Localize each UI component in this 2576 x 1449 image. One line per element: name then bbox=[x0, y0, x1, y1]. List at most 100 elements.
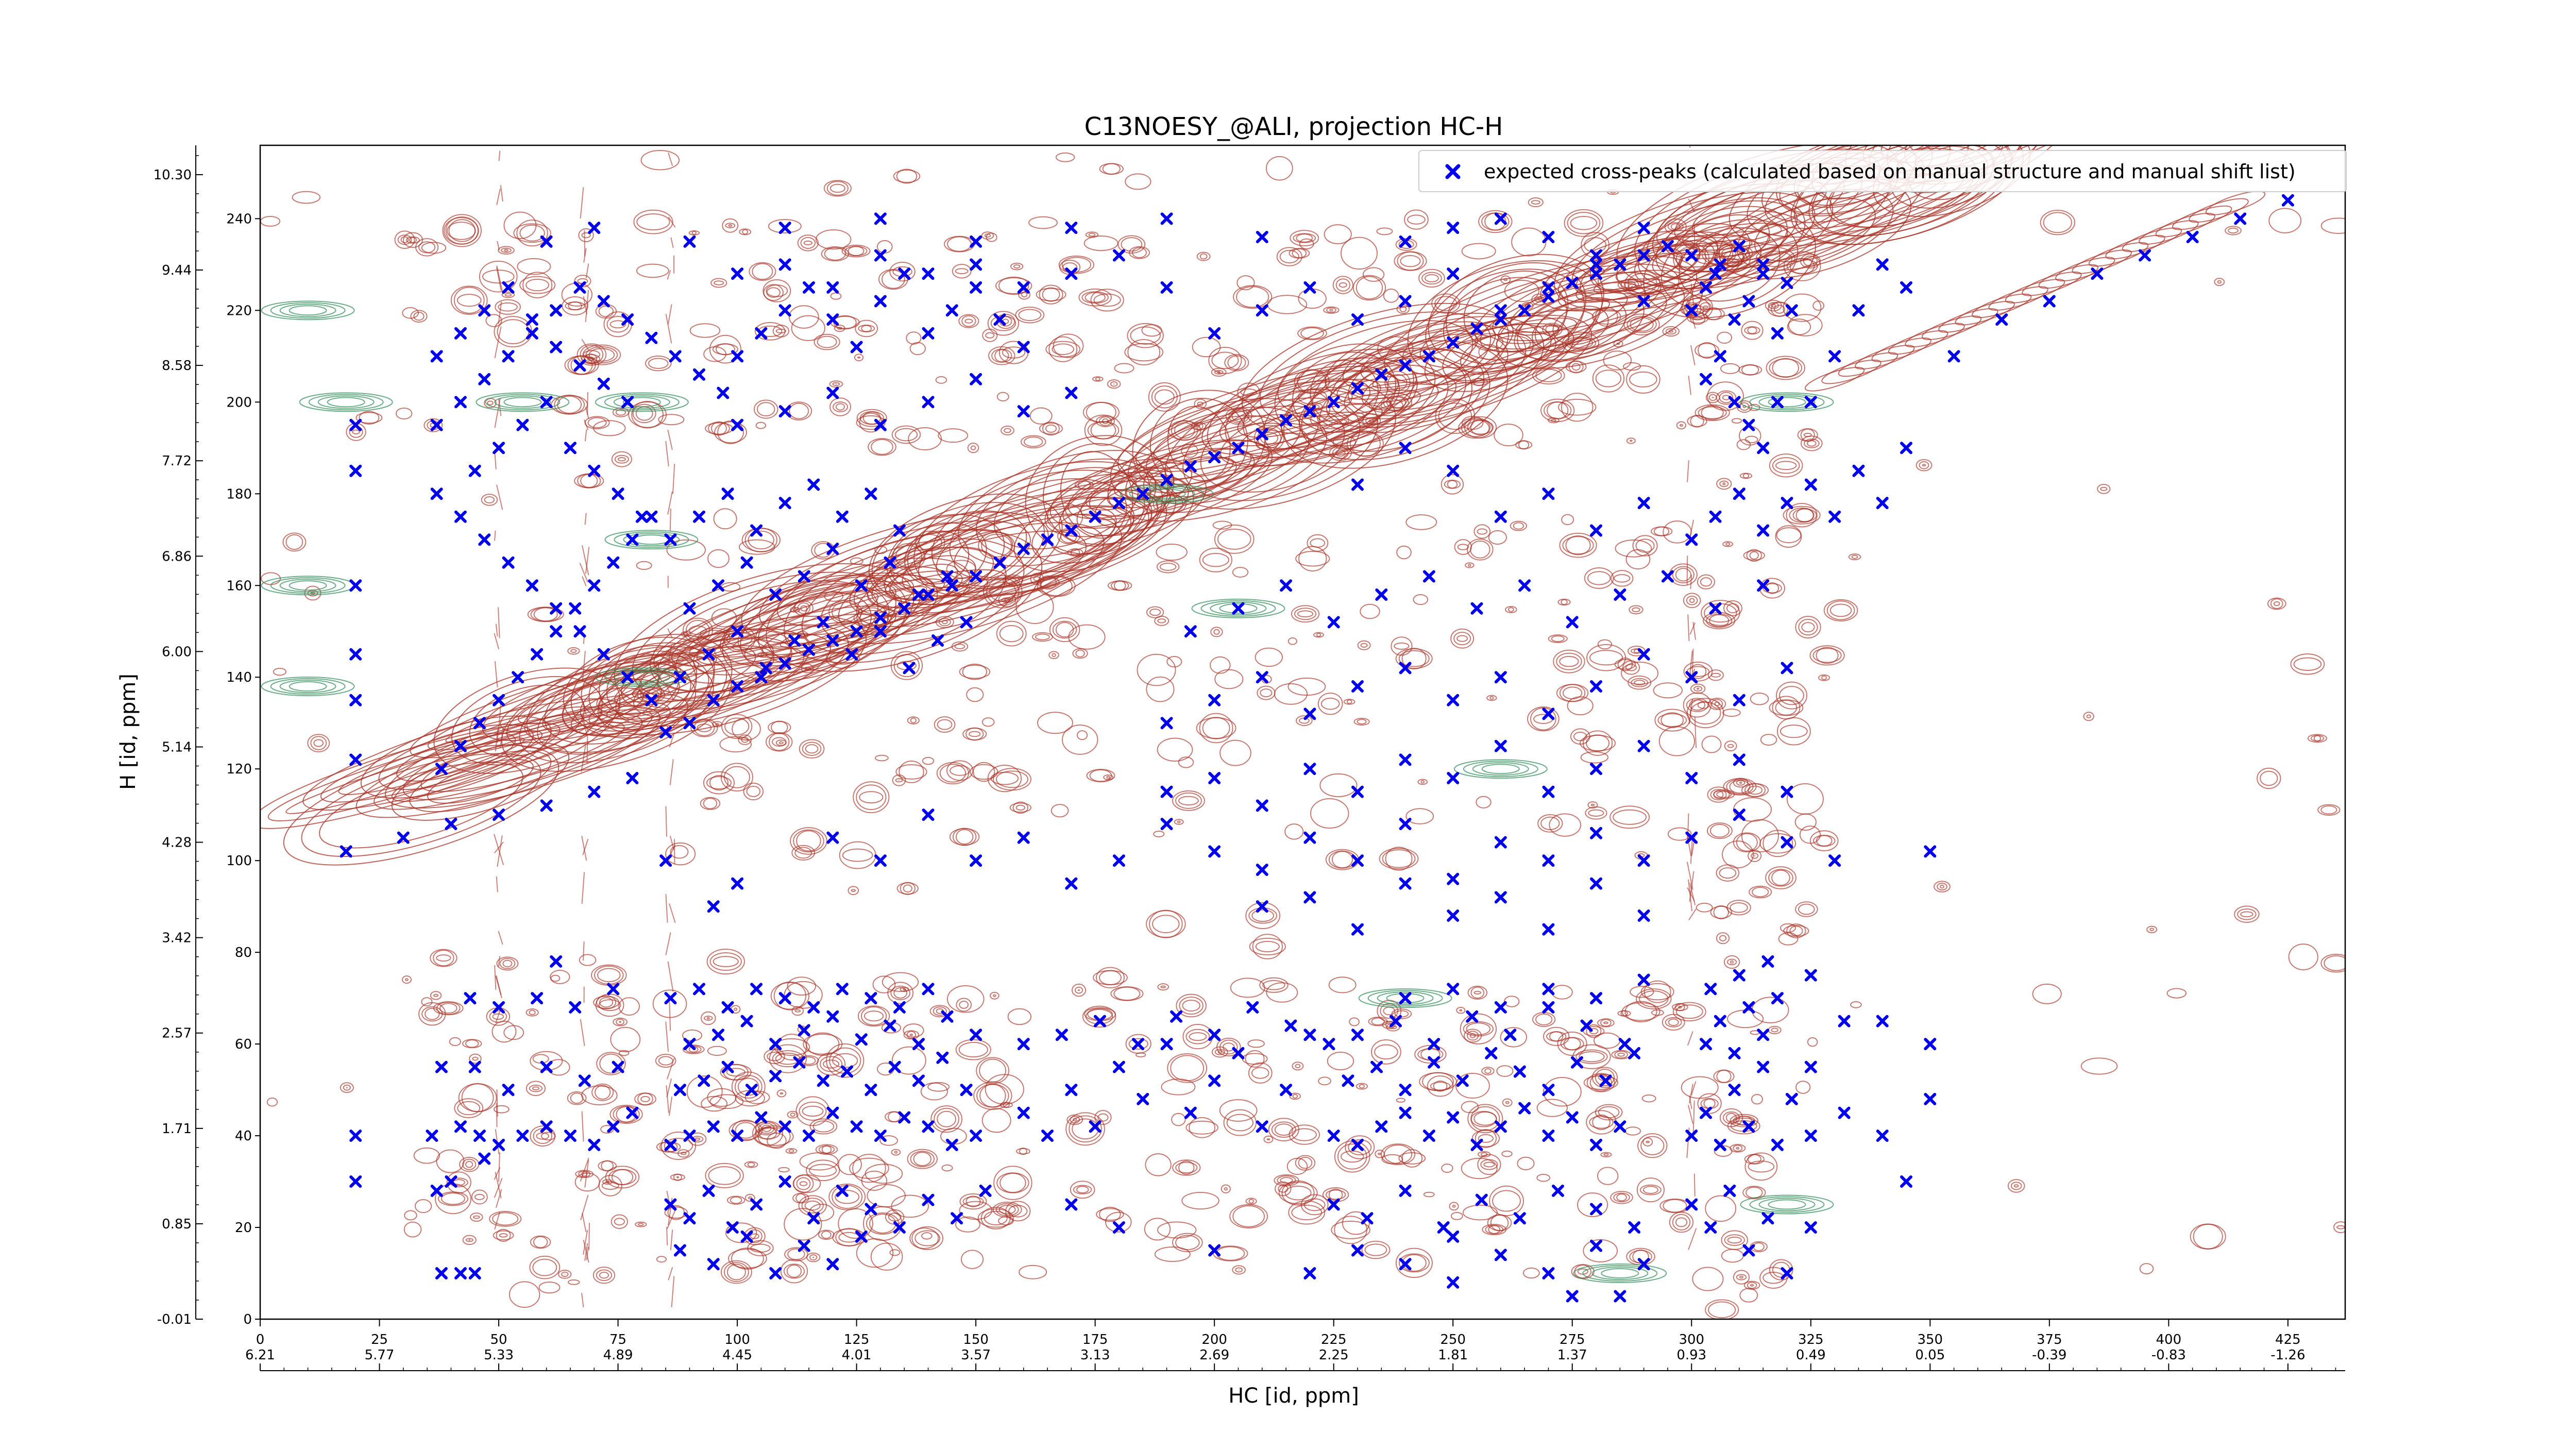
contour-line bbox=[1268, 1118, 1299, 1141]
contour-line bbox=[717, 420, 744, 444]
contour-line bbox=[980, 1206, 1011, 1229]
data-point bbox=[1757, 442, 1770, 454]
contour-line bbox=[1461, 416, 1484, 430]
data-point bbox=[502, 1084, 515, 1097]
contour-line bbox=[857, 356, 861, 359]
contour-line bbox=[1486, 695, 1497, 701]
contour-line bbox=[1726, 958, 1737, 966]
data-point bbox=[874, 249, 887, 262]
contour-line bbox=[1219, 1099, 1258, 1122]
contour-line bbox=[1360, 603, 1380, 619]
data-point bbox=[1399, 662, 1412, 675]
data-point bbox=[1494, 304, 1507, 317]
data-point bbox=[473, 717, 486, 730]
contour-line bbox=[421, 1006, 443, 1022]
contour-line bbox=[892, 543, 926, 571]
contour-line bbox=[1568, 360, 1584, 374]
contour-line bbox=[1381, 1143, 1416, 1166]
contour-line bbox=[1177, 820, 1181, 823]
contour-line bbox=[1634, 680, 1646, 686]
contour-line bbox=[645, 355, 672, 372]
contour-line-negative bbox=[299, 392, 393, 412]
data-point bbox=[1804, 1221, 1817, 1234]
contour-line-negative bbox=[270, 577, 346, 594]
data-point bbox=[349, 1130, 362, 1142]
contour-line bbox=[849, 1157, 889, 1179]
contour-line bbox=[993, 1166, 1032, 1200]
contour-line bbox=[762, 279, 791, 302]
contour-line bbox=[784, 1208, 822, 1241]
contour-line bbox=[2317, 804, 2341, 816]
data-point bbox=[493, 1138, 505, 1151]
data-point bbox=[435, 763, 448, 776]
y-secondary-tick-label: 7.72 bbox=[162, 453, 192, 469]
data-point bbox=[430, 1184, 443, 1197]
contour-line bbox=[1488, 1225, 1501, 1234]
contour-line bbox=[549, 970, 570, 984]
data-point bbox=[721, 487, 734, 500]
contour-line bbox=[1213, 629, 1220, 635]
contour-line-negative bbox=[261, 677, 355, 697]
contour-line bbox=[893, 170, 921, 183]
contour-line bbox=[1028, 216, 1058, 229]
contour-line bbox=[955, 829, 974, 845]
contour-line bbox=[1687, 285, 1696, 308]
contour-line bbox=[1284, 1185, 1312, 1201]
contour-line bbox=[750, 1233, 759, 1239]
contour-line bbox=[1733, 1144, 1743, 1152]
contour-line bbox=[1665, 328, 1677, 335]
contour-line bbox=[987, 311, 1020, 336]
contour-line bbox=[596, 1052, 626, 1075]
contour-line bbox=[1478, 210, 1513, 233]
data-point bbox=[1590, 827, 1603, 839]
contour-line bbox=[1019, 1148, 1027, 1155]
contour-line bbox=[1587, 571, 1611, 585]
contour-line bbox=[2193, 1223, 2223, 1250]
contour-line bbox=[861, 325, 872, 332]
contour-line bbox=[801, 663, 814, 673]
contour-line bbox=[1761, 145, 1969, 223]
contour-line bbox=[1381, 1154, 1403, 1165]
contour-line bbox=[952, 828, 977, 846]
contour-line bbox=[578, 228, 594, 243]
y-tick-label: 200 bbox=[226, 395, 252, 410]
contour-line bbox=[1775, 525, 1802, 548]
contour-line bbox=[1458, 417, 1493, 439]
data-point bbox=[874, 611, 887, 624]
contour-line bbox=[1127, 323, 1164, 348]
contour-line bbox=[1689, 664, 1707, 679]
contour-line bbox=[1775, 681, 1807, 710]
data-point bbox=[1375, 588, 1388, 601]
contour-line bbox=[403, 1221, 422, 1238]
contour-line bbox=[669, 508, 671, 531]
data-point bbox=[645, 510, 658, 523]
contour-line bbox=[1636, 988, 1672, 1009]
data-point bbox=[1065, 877, 1078, 890]
contour-line bbox=[532, 1086, 540, 1091]
contour-line bbox=[598, 999, 621, 1012]
contour-line bbox=[1783, 925, 1809, 937]
data-point bbox=[578, 1074, 591, 1087]
contour-line bbox=[666, 1085, 670, 1113]
contour-line bbox=[495, 729, 498, 752]
data-point bbox=[1637, 249, 1650, 262]
contour-line bbox=[584, 419, 589, 430]
contour-line bbox=[856, 603, 889, 633]
contour-line bbox=[1050, 804, 1069, 818]
contour-line bbox=[1750, 693, 1769, 705]
contour-line bbox=[610, 1026, 641, 1052]
x-tick-label: 400 bbox=[2156, 1332, 2182, 1347]
data-point bbox=[836, 510, 849, 523]
contour-line bbox=[802, 742, 822, 756]
data-point bbox=[1804, 1130, 1817, 1142]
data-point bbox=[1065, 386, 1078, 399]
contour-line bbox=[747, 1162, 755, 1167]
contour-line bbox=[821, 1231, 832, 1239]
contour-line bbox=[1105, 1211, 1132, 1233]
data-point bbox=[707, 1258, 720, 1271]
contour-line bbox=[689, 323, 721, 338]
data-point bbox=[1781, 836, 1793, 849]
contour-line bbox=[1039, 284, 1063, 305]
contour-line bbox=[1771, 1027, 1778, 1033]
contour-line bbox=[2336, 1225, 2345, 1229]
